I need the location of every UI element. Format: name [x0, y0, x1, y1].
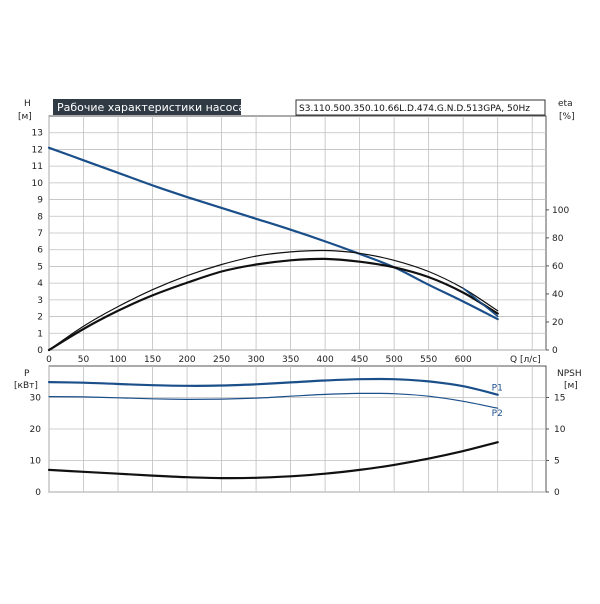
p-axis-label: P	[24, 369, 30, 379]
h-axis-label: H	[24, 99, 31, 109]
x-tick-label: 400	[317, 355, 334, 365]
eta-tick-label: 80	[552, 234, 564, 244]
h-tick-label: 4	[37, 279, 43, 289]
model-label-box	[295, 99, 546, 116]
lower-series: P1 P2	[47, 377, 503, 480]
h-tick-label: 13	[32, 129, 43, 139]
x-tick-label: 50	[78, 355, 90, 365]
chart-title: Рабочие характеристики насоса	[57, 101, 245, 114]
eta-tick-label: 100	[552, 206, 569, 216]
series-label: P2	[492, 409, 503, 419]
x-tick-label: 350	[282, 355, 299, 365]
upper-series-0-line	[47, 146, 499, 321]
x-tick-label: 600	[455, 355, 472, 365]
h-tick-label: 9	[37, 196, 43, 206]
h-tick-label: 10	[32, 179, 44, 189]
x-tick-label: 0	[46, 355, 52, 365]
h-tick-label: 7	[37, 229, 43, 239]
lower-series-1-line	[48, 392, 499, 409]
npsh-axis-unit: [м]	[564, 381, 578, 391]
p-tick-label: 0	[35, 488, 41, 498]
upper-series	[47, 146, 499, 352]
p-tick-label: 20	[30, 425, 42, 435]
lower-ticks: 0 10 20 30 0 5 10 15	[30, 394, 566, 499]
upper-series-3-line	[462, 287, 499, 318]
upper-grid	[48, 116, 546, 351]
h-tick-label: 11	[32, 162, 43, 172]
x-tick-label: 550	[420, 355, 437, 365]
h-tick-label: 8	[37, 212, 43, 222]
eta-tick-label: 20	[552, 318, 564, 328]
h-tick-label: 0	[37, 346, 43, 356]
h-tick-label: 6	[37, 246, 43, 256]
eta-axis-unit: [%]	[559, 112, 575, 122]
upper-ticks: 0 50 100 150 200 250 300 350 400 450 500 550 6000123…	[32, 129, 570, 365]
eta-tick-label: 40	[552, 290, 564, 300]
npsh-tick-label: 10	[554, 425, 566, 435]
eta-axis-label: eta	[558, 99, 573, 109]
p-axis-unit: [кВт]	[14, 381, 38, 391]
eta-tick-label: 0	[552, 346, 558, 356]
h-axis-unit: [м]	[18, 112, 32, 122]
h-tick-label: 12	[32, 145, 43, 155]
h-tick-label: 2	[37, 313, 43, 323]
x-tick-label: 200	[178, 355, 195, 365]
x-tick-label: 500	[386, 355, 403, 365]
x-tick-label: 250	[213, 355, 230, 365]
eta-tick-label: 60	[552, 262, 564, 272]
series-label: P1	[492, 384, 503, 394]
x-tick-label: 150	[144, 355, 161, 365]
chart-title-box	[53, 99, 241, 115]
upper-series-2-line	[47, 257, 499, 352]
npsh-tick-label: 15	[554, 394, 565, 404]
lower-series-0-line	[47, 377, 499, 396]
npsh-axis-label: NPSH	[557, 369, 582, 379]
x-tick-label: 100	[109, 355, 126, 365]
p-tick-label: 30	[30, 394, 42, 404]
p-tick-label: 10	[30, 457, 42, 467]
lower-series-2-line	[47, 441, 499, 480]
h-tick-label: 5	[37, 262, 43, 272]
h-tick-label: 1	[37, 329, 43, 339]
x-tick-label: 450	[351, 355, 368, 365]
q-axis-label: Q [л/с]	[510, 355, 541, 365]
model-label: S3.110.500.350.10.66L.D.474.G.N.D.513GPA…	[299, 104, 530, 114]
x-tick-label: 300	[247, 355, 264, 365]
upper-series-1-line	[48, 249, 499, 351]
npsh-tick-label: 0	[554, 488, 560, 498]
npsh-tick-label: 5	[554, 457, 560, 467]
h-tick-label: 3	[37, 296, 43, 306]
